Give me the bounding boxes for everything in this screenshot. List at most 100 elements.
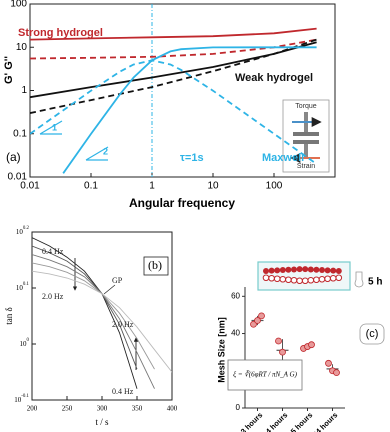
data-point [308, 341, 315, 349]
inset-sphere [262, 274, 270, 282]
inset-sphere [335, 267, 342, 274]
inset-sphere [268, 274, 275, 282]
annotation: Maxwell [262, 152, 304, 164]
data-line [32, 254, 155, 389]
annotation: τ=1s [180, 152, 204, 164]
inset-label: 5 h [368, 277, 382, 288]
y-axis-label: tan δ [4, 307, 14, 325]
data-point [258, 312, 265, 320]
x-tick-label: 3 hours [239, 410, 265, 432]
tick-label: 1 [21, 85, 27, 96]
tick-label: 100 [20, 338, 30, 347]
annotation: 2.0 Hz [42, 292, 64, 301]
tick-label: 0.01 [20, 181, 40, 192]
y-axis-label: G' G'' [3, 56, 15, 84]
tick-label: 200 [27, 405, 38, 413]
data-line [32, 270, 172, 373]
tick-label: 100 [10, 0, 27, 10]
tick-label-exponent: -0.1 [21, 394, 29, 399]
annotation: Weak hydrogel [235, 72, 313, 84]
data-line [30, 38, 317, 60]
inset-sphere [307, 276, 315, 284]
inset-sphere [290, 276, 298, 284]
panel-label: (a) [6, 150, 21, 164]
x-axis-label: Angular frequency [129, 196, 235, 210]
tick-label-exponent: 0 [27, 338, 30, 343]
formula: ξ = ∛(6φRT / πN_A G) [233, 370, 298, 379]
inset-sphere [302, 266, 309, 273]
y-axis-label: Mesh Size [nm] [216, 317, 226, 383]
inset-sphere [263, 267, 269, 274]
inset-sphere [279, 275, 287, 283]
x-tick-label: 5 hours [289, 410, 315, 432]
data-line [32, 237, 138, 389]
data-point [325, 359, 332, 367]
data-line [30, 59, 318, 165]
annotation: 0.4 Hz [112, 387, 134, 396]
tick-label: 40 [231, 329, 240, 338]
inset-sphere [307, 266, 314, 273]
tick-label: 250 [62, 405, 73, 413]
tick-label-exponent: 0.1 [23, 282, 30, 287]
data-point [333, 369, 340, 377]
annotation: Strong hydrogel [18, 27, 103, 39]
tick-label: 0 [236, 403, 241, 412]
data-line [30, 41, 317, 99]
panel-label-box [143, 256, 169, 276]
annotation: 2.0 Hz [112, 320, 134, 329]
inset-sphere [313, 276, 320, 284]
inset-sphere [319, 267, 325, 274]
inset-sphere [296, 266, 303, 273]
tick-label-base: 10 [16, 228, 24, 236]
x-tick-label: 4 hours [264, 410, 290, 432]
inset-sphere [279, 267, 286, 274]
data-line [32, 245, 138, 370]
tick-label-base: 10 [14, 396, 22, 404]
tick-label: 350 [132, 405, 143, 413]
data-point [254, 317, 261, 324]
panel-label: (b) [148, 258, 162, 272]
tick-label: 10 [16, 42, 28, 53]
annotation: GP [112, 276, 123, 285]
tick-label: 400 [167, 405, 178, 413]
data-line [62, 46, 317, 174]
data-point [275, 337, 282, 345]
inset-sphere [313, 266, 320, 273]
inset-sphere [324, 275, 331, 283]
tick-label: 60 [231, 291, 240, 300]
data-point [279, 348, 286, 356]
inset-label: Torque [295, 103, 317, 110]
inset-sphere [329, 274, 337, 282]
tick-label-base: 10 [16, 284, 24, 292]
rheometer-inset [282, 99, 330, 173]
inset-sphere [268, 267, 275, 274]
tick-label-base: 10 [20, 340, 28, 348]
inset-sphere [291, 266, 297, 273]
tick-label: 1 [149, 181, 155, 192]
inset-sphere [285, 266, 292, 273]
x-axis-label: t / s [95, 417, 109, 427]
tick-label: 300 [97, 405, 108, 413]
inset-sphere [285, 276, 292, 284]
inset-sphere [330, 267, 337, 274]
inset-sphere [318, 275, 326, 283]
pointer [103, 284, 116, 295]
data-line [30, 38, 317, 114]
data-line [32, 262, 155, 370]
slope-marker [85, 146, 109, 161]
tick-label: 100.1 [16, 282, 30, 291]
slope-marker [39, 120, 63, 135]
inset-sphere [296, 277, 303, 285]
formula-box [227, 359, 303, 391]
inset-sphere [324, 267, 331, 274]
annotation: 0.4 Hz [42, 247, 64, 256]
inset-sphere [301, 277, 309, 285]
panel-label-box [359, 323, 385, 345]
tick-label: 10-0.1 [14, 394, 29, 403]
panel-label: (c) [366, 328, 379, 340]
x-tick-label: 24 hours [311, 410, 339, 432]
annotation: 2 [103, 146, 108, 156]
tick-label: 0.1 [13, 128, 27, 139]
tick-label: 10 [207, 181, 219, 192]
